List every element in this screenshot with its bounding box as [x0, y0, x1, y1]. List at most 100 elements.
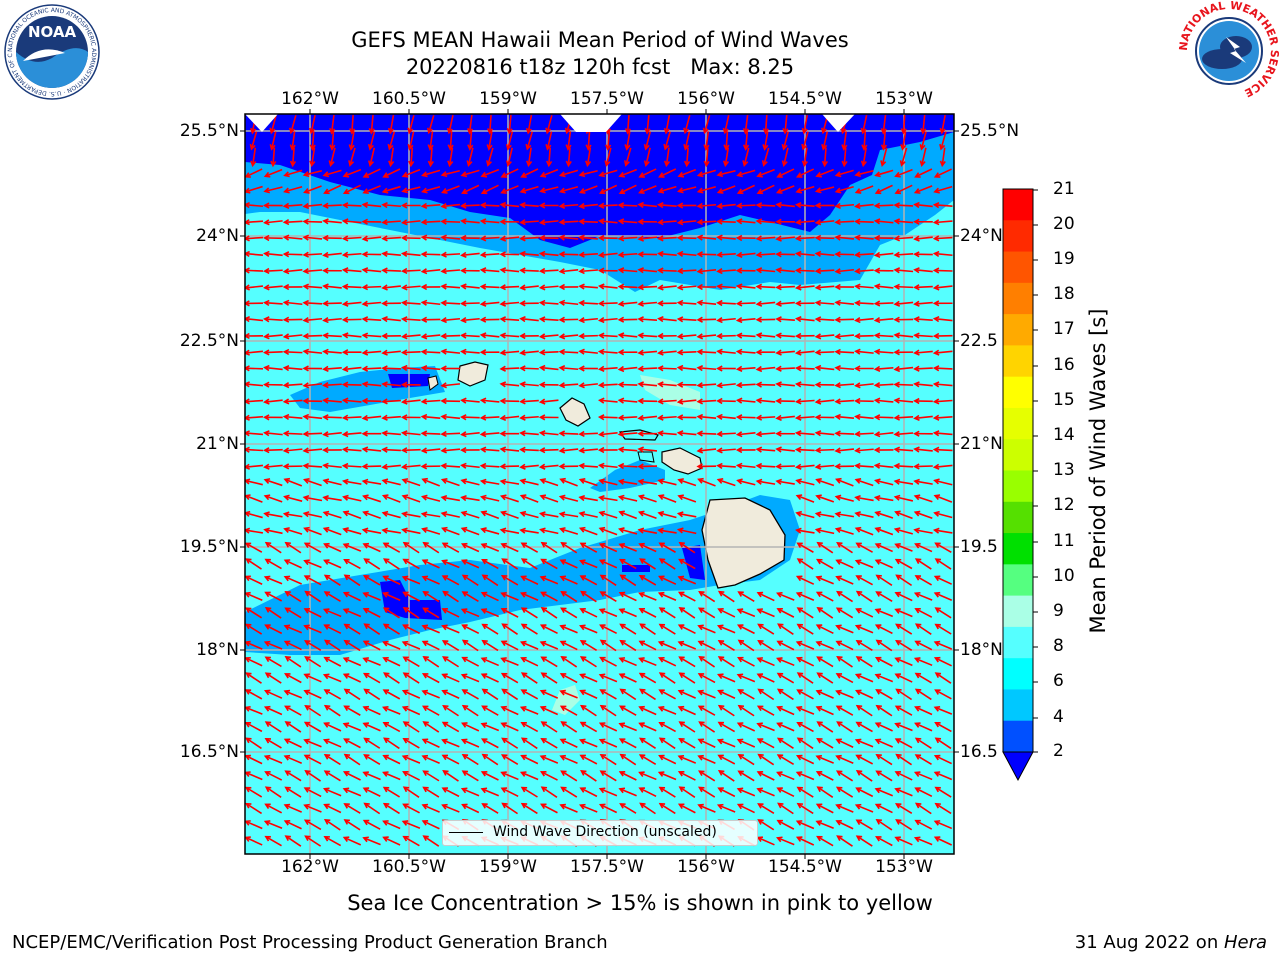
direction-arrow-shaft: [461, 204, 480, 207]
direction-arrow-shaft: [383, 689, 401, 700]
direction-arrow-head: [834, 333, 841, 340]
direction-arrow-head: [777, 802, 784, 809]
direction-arrow-head: [440, 413, 447, 420]
colorbar-tick-label: 9: [1053, 601, 1064, 621]
direction-arrow-shaft: [797, 737, 814, 750]
direction-arrow-head: [855, 754, 862, 761]
direction-arrow-shaft: [403, 672, 420, 684]
direction-arrow-shaft: [777, 787, 795, 798]
direction-arrow-shaft: [304, 721, 322, 733]
direction-arrow-head: [696, 413, 704, 421]
direction-arrow-head: [539, 187, 546, 194]
direction-arrow-shaft: [265, 706, 283, 716]
direction-arrow-head: [677, 494, 684, 501]
direction-arrow-shaft: [619, 738, 637, 749]
direction-arrow-shaft: [757, 399, 776, 403]
direction-arrow-shaft: [659, 623, 676, 635]
direction-arrow-head: [821, 160, 829, 168]
direction-arrow-head: [519, 381, 526, 388]
direction-arrow-shaft: [284, 169, 303, 177]
direction-arrow-head: [696, 299, 704, 306]
direction-arrow-shaft: [580, 673, 598, 683]
direction-arrow-shaft: [875, 334, 894, 338]
direction-arrow-shaft: [245, 820, 263, 830]
direction-arrow-head: [481, 753, 488, 760]
direction-arrow-shaft: [737, 399, 756, 403]
direction-arrow-head: [874, 478, 881, 485]
direction-arrow-shaft: [915, 657, 933, 667]
direction-arrow-shaft: [639, 771, 657, 781]
direction-arrow-head: [323, 836, 330, 842]
direction-arrow-shaft: [678, 285, 697, 289]
direction-arrow-shaft: [856, 656, 873, 668]
direction-arrow-shaft: [698, 432, 717, 435]
direction-arrow-head: [834, 251, 841, 258]
direction-arrow-head: [420, 494, 428, 501]
direction-arrow-head: [598, 787, 606, 794]
direction-arrow-shaft: [895, 657, 913, 667]
direction-arrow-head: [815, 575, 823, 582]
direction-arrow-shaft: [245, 607, 263, 619]
direction-arrow-shaft: [323, 350, 342, 354]
direction-arrow-shaft: [856, 705, 873, 717]
direction-arrow-head: [696, 447, 704, 454]
direction-arrow-shaft: [599, 383, 618, 387]
direction-arrow-shaft: [501, 575, 519, 586]
direction-arrow-shaft: [816, 820, 834, 830]
direction-arrow-head: [466, 127, 474, 135]
direction-arrow-head: [558, 218, 566, 226]
direction-arrow-shaft: [797, 607, 814, 619]
direction-arrow-head: [402, 541, 410, 548]
lat-label-right: 24°N: [960, 226, 1003, 246]
wind-wave-direction-arrows: [245, 114, 953, 847]
direction-arrow-head: [283, 738, 291, 745]
direction-arrow-shaft: [915, 722, 933, 732]
direction-arrow-shaft: [304, 236, 323, 240]
direction-arrow-head: [303, 624, 310, 631]
direction-arrow-shaft: [935, 689, 952, 700]
direction-arrow-shaft: [482, 640, 499, 652]
direction-arrow-shaft: [520, 220, 539, 224]
direction-arrow-shaft: [561, 656, 578, 668]
direction-arrow-shaft: [245, 236, 264, 240]
direction-arrow-head: [420, 333, 428, 340]
direction-arrow-head: [697, 689, 704, 696]
direction-arrow-head: [617, 431, 625, 438]
direction-arrow-head: [816, 558, 823, 565]
direction-arrow-shaft: [796, 641, 815, 650]
direction-arrow-head: [559, 527, 566, 533]
direction-arrow-shaft: [521, 168, 539, 178]
direction-arrow-head: [440, 478, 448, 484]
direction-arrow-shaft: [881, 147, 888, 166]
direction-arrow-shaft: [579, 203, 598, 208]
direction-arrow-shaft: [579, 253, 598, 256]
direction-arrow-shaft: [422, 169, 441, 177]
direction-arrow-head: [854, 202, 861, 210]
direction-arrow-shaft: [835, 432, 855, 435]
direction-arrow-head: [322, 234, 329, 242]
direction-arrow-shaft: [304, 317, 323, 322]
direction-arrow-head: [716, 332, 723, 340]
direction-arrow-head: [381, 414, 388, 421]
direction-arrow-head: [440, 171, 448, 178]
direction-arrow-shaft: [902, 114, 906, 134]
direction-arrow-head: [794, 267, 802, 274]
direction-arrow-head: [540, 656, 547, 663]
direction-arrow-head: [422, 541, 429, 548]
direction-arrow-head: [696, 348, 703, 356]
direction-arrow-head: [736, 738, 744, 745]
direction-arrow-shaft: [895, 168, 913, 177]
direction-arrow-head: [421, 624, 429, 631]
footer-credit: NCEP/EMC/Verification Post Processing Pr…: [12, 932, 608, 953]
direction-arrow-shaft: [560, 350, 579, 354]
direction-arrow-head: [499, 494, 507, 501]
direction-arrow-shaft: [718, 804, 736, 813]
direction-arrow-shaft: [389, 147, 395, 166]
direction-arrow-shaft: [698, 755, 716, 764]
direction-arrow-head: [638, 787, 645, 793]
direction-arrow-head: [796, 558, 804, 564]
direction-arrow-head: [657, 398, 664, 405]
direction-arrow-head: [519, 250, 526, 258]
direction-arrow-shaft: [717, 220, 736, 223]
direction-arrow-shaft: [441, 448, 461, 452]
